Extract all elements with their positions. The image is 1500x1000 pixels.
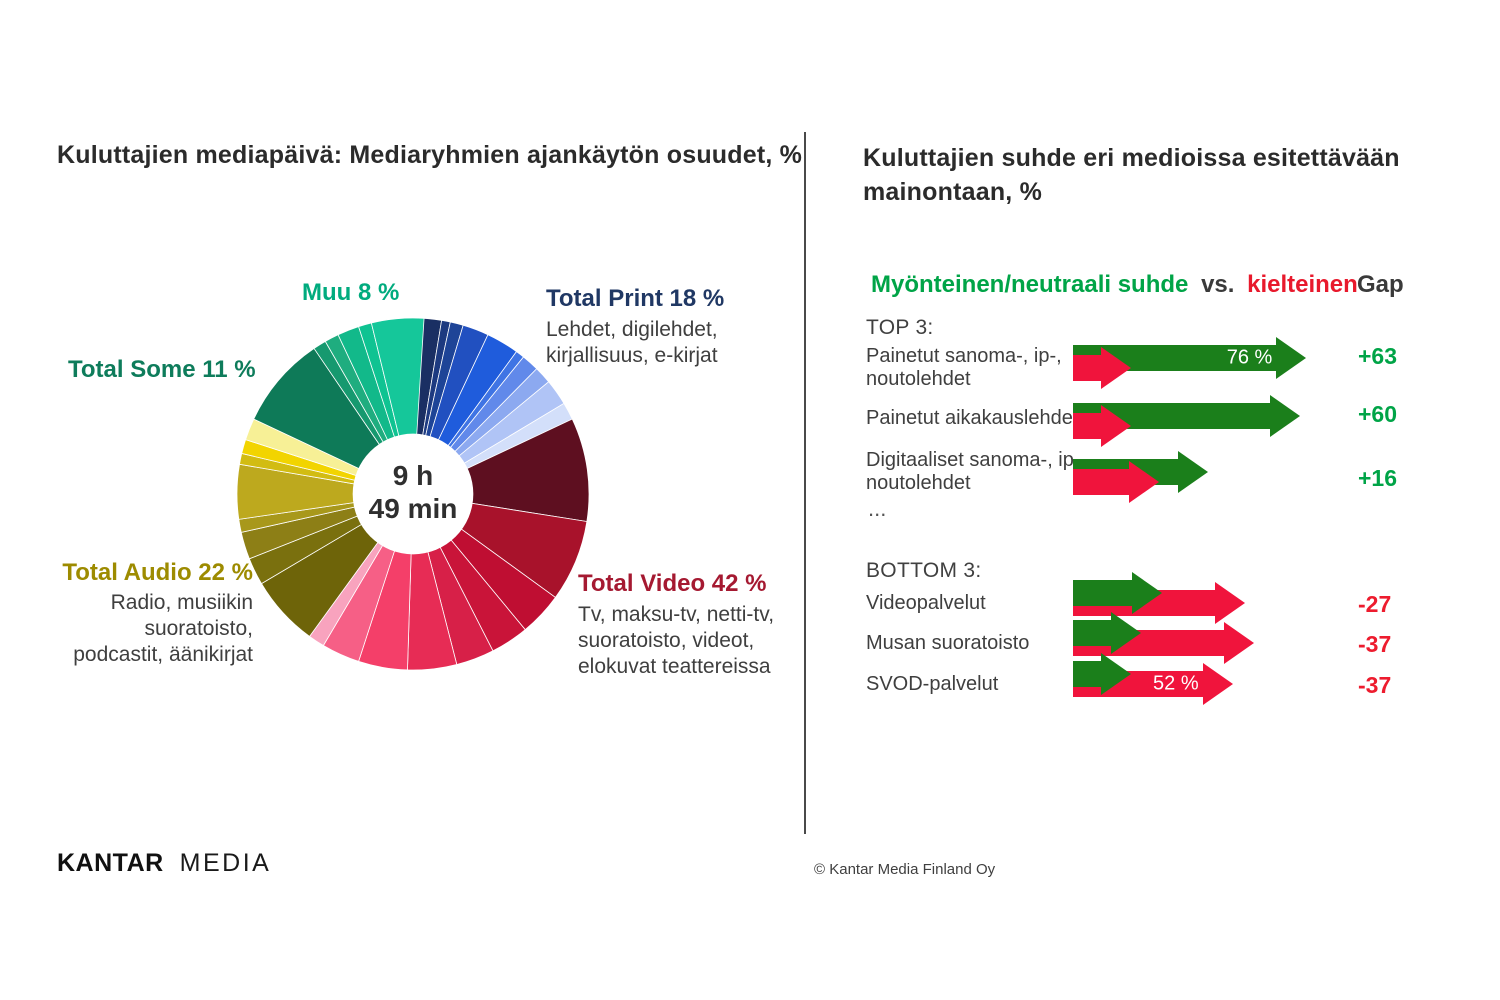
arrow-value-label: 76 % — [1226, 346, 1273, 369]
positive-arrow-head-icon — [1110, 612, 1141, 654]
panel-divider — [804, 132, 806, 834]
positive-arrow — [1073, 572, 1163, 614]
top3-heading: TOP 3: — [866, 316, 934, 339]
legend-positive-label: Myönteinen/neutraali suhde — [871, 271, 1189, 298]
label-total-audio: Total Audio 22 % Radio, musiikin suorato… — [30, 559, 253, 668]
negative-arrow-body — [1073, 355, 1101, 381]
gap-value: +16 — [1358, 465, 1398, 491]
negative-arrow-head-icon — [1128, 461, 1159, 503]
positive-arrow-body — [1073, 580, 1133, 606]
row-label: Videopalvelut — [866, 592, 986, 614]
gap-value: -27 — [1358, 591, 1392, 617]
positive-arrow-head-icon — [1276, 337, 1307, 379]
legend-vs-label: vs. — [1201, 271, 1235, 298]
gap-value: +63 — [1358, 343, 1398, 369]
negative-arrow — [1073, 405, 1131, 447]
label-total-print-title: Total Print 18 % — [546, 285, 725, 312]
label-total-audio-desc: Radio, musiikin suoratoisto, podcastit, … — [73, 591, 253, 666]
row-label: Painetut sanoma-, ip-, noutolehdet — [866, 345, 1062, 390]
row-label: SVOD-palvelut — [866, 673, 999, 695]
donut-center-line1: 9 h — [392, 460, 434, 491]
negative-arrow-body — [1073, 469, 1129, 495]
legend-negative-label: kielteinen — [1247, 271, 1358, 298]
gap-value: -37 — [1358, 672, 1392, 698]
positive-arrow-head-icon — [1270, 395, 1301, 437]
donut-hole — [352, 433, 474, 555]
gap-column-header: Gap — [1357, 271, 1404, 298]
logo-media: MEDIA — [179, 849, 272, 877]
donut-center-label: 9 h 49 min — [341, 459, 485, 525]
donut-center-line2: 49 min — [368, 493, 458, 524]
right-panel-title: Kuluttajien suhde eri medioissa esitettä… — [863, 144, 1400, 206]
label-total-print-desc: Lehdet, digilehdet, kirjallisuus, e-kirj… — [546, 318, 718, 367]
copyright-text: © Kantar Media Finland Oy — [814, 861, 996, 878]
kantar-media-logo: KANTAR MEDIA — [57, 849, 271, 878]
row-label: Musan suoratoisto — [866, 632, 1030, 654]
label-total-video-desc: Tv, maksu-tv, netti-tv, suoratoisto, vid… — [578, 603, 775, 678]
arrow-value-label: 52 % — [1153, 672, 1199, 695]
negative-arrow-head-icon — [1101, 347, 1131, 389]
negative-arrow-head-icon — [1214, 582, 1245, 624]
label-total-video: Total Video 42 % Tv, maksu-tv, netti-tv,… — [578, 570, 774, 680]
label-total-some: Total Some 11 % — [68, 356, 256, 383]
negative-arrow-head-icon — [1202, 663, 1233, 705]
positive-arrow-head-icon — [1178, 451, 1209, 493]
label-total-video-title: Total Video 42 % — [578, 570, 767, 597]
media-day-donut-chart — [236, 317, 590, 671]
negative-arrow — [1073, 461, 1159, 503]
ellipsis: ... — [868, 496, 887, 521]
negative-arrow-head-icon — [1224, 622, 1255, 664]
bottom3-heading: BOTTOM 3: — [866, 559, 982, 582]
positive-arrow-head-icon — [1132, 572, 1163, 614]
positive-arrow — [1073, 653, 1131, 695]
label-total-print: Total Print 18 % Lehdet, digilehdet, kir… — [546, 285, 724, 369]
label-muu: Muu 8 % — [302, 279, 400, 306]
positive-arrow-body — [1073, 661, 1101, 687]
legend-row: Myönteinen/neutraali suhde vs. kielteine… — [871, 271, 1358, 299]
gap-value: +60 — [1358, 401, 1398, 427]
positive-arrow-body — [1073, 620, 1111, 646]
row-label: Digitaaliset sanoma-, ip-, noutolehdet — [866, 449, 1087, 494]
negative-arrow — [1073, 347, 1131, 389]
negative-arrow-body — [1073, 413, 1101, 439]
positive-arrow-head-icon — [1101, 653, 1131, 695]
logo-kantar: KANTAR — [57, 849, 164, 877]
negative-arrow-head-icon — [1101, 405, 1131, 447]
row-label: Painetut aikakauslehdet — [866, 407, 1079, 429]
positive-arrow — [1073, 612, 1141, 654]
left-panel-title: Kuluttajien mediapäivä: Mediaryhmien aja… — [57, 141, 803, 169]
gap-value: -37 — [1358, 631, 1392, 657]
label-total-audio-title: Total Audio 22 % — [62, 559, 253, 586]
